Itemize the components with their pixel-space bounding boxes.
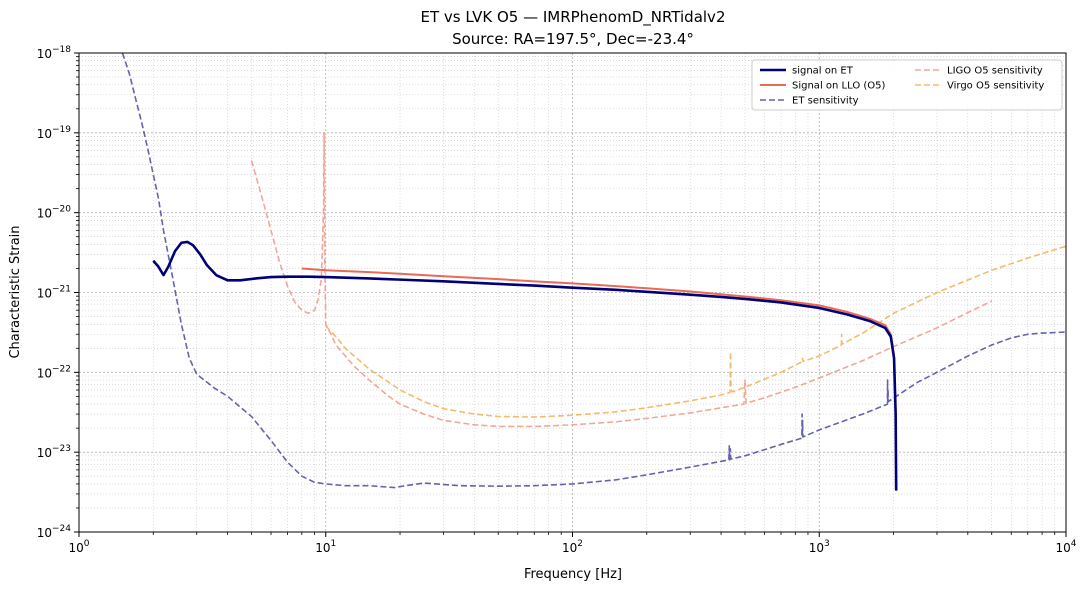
y-tick-base: 10	[37, 127, 52, 141]
x-tick-base: 10	[1055, 541, 1070, 555]
y-tick-exp: −24	[52, 524, 71, 534]
y-tick-exp: −22	[52, 364, 71, 374]
x-axis-label: Frequency [Hz]	[524, 567, 622, 582]
x-tick-base: 10	[809, 541, 824, 555]
y-tick-exp: −21	[52, 285, 71, 295]
x-tick-label: 101	[315, 539, 336, 555]
series-line-ligo-o5-sensitivity	[250, 132, 993, 428]
legend: signal on ET Signal on LLO (O5) ET sensiti…	[751, 59, 1063, 111]
y-tick-label: 10−21	[37, 285, 71, 301]
y-tick-exp: −23	[52, 444, 71, 454]
x-tick-exp: 4	[1071, 539, 1077, 549]
y-tick-base: 10	[37, 366, 52, 380]
series-line-virgo-o5-sensitivity	[325, 245, 1066, 418]
y-tick-exp: −18	[52, 45, 71, 55]
series-layer	[121, 53, 1066, 491]
x-axis-ticks: 100 101 102 103 104	[68, 532, 1077, 555]
series-line-et-sensitivity	[121, 53, 1066, 489]
y-tick-label: 10−19	[37, 125, 72, 141]
x-tick-exp: 1	[331, 539, 337, 549]
y-tick-exp: −19	[52, 125, 71, 135]
series-line-signal-on-llo-o5	[301, 267, 898, 489]
legend-item: ET sensitivity	[760, 96, 859, 107]
y-tick-base: 10	[37, 287, 52, 301]
legend-box	[751, 59, 1063, 111]
y-tick-label: 10−20	[37, 205, 72, 221]
y-tick-base: 10	[37, 47, 52, 61]
legend-label: LIGO O5 sensitivity	[947, 66, 1043, 77]
y-tick-base: 10	[37, 526, 52, 540]
chart-subtitle: Source: RA=197.5°, Dec=-23.4°	[452, 30, 694, 48]
grid-major	[78, 52, 1067, 533]
y-tick-label: 10−23	[37, 444, 71, 460]
y-axis-label: Characteristic Strain	[8, 225, 23, 358]
x-tick-base: 10	[315, 541, 330, 555]
x-tick-exp: 0	[84, 539, 90, 549]
x-tick-exp: 3	[824, 539, 830, 549]
legend-item: Virgo O5 sensitivity	[915, 81, 1044, 92]
x-tick-label: 100	[68, 539, 89, 555]
x-tick-base: 10	[562, 541, 577, 555]
y-tick-label: 10−22	[37, 364, 71, 380]
series-line-signal-on-et	[152, 240, 898, 491]
legend-item: signal on ET	[760, 66, 854, 77]
x-tick-label: 103	[809, 539, 830, 555]
legend-label: Signal on LLO (O5)	[792, 81, 886, 92]
y-tick-base: 10	[37, 446, 52, 460]
legend-item: LIGO O5 sensitivity	[915, 66, 1043, 77]
legend-label: signal on ET	[792, 66, 854, 77]
x-tick-base: 10	[68, 541, 83, 555]
legend-item: Signal on LLO (O5)	[760, 81, 886, 92]
x-tick-exp: 2	[577, 539, 583, 549]
x-tick-label: 102	[562, 539, 583, 555]
y-tick-exp: −20	[52, 205, 71, 215]
y-tick-label: 10−24	[37, 524, 72, 540]
chart-title: ET vs LVK O5 — IMRPhenomD_NRTidalv2	[421, 8, 726, 27]
y-tick-base: 10	[37, 207, 52, 221]
legend-label: ET sensitivity	[792, 96, 859, 107]
x-tick-label: 104	[1055, 539, 1076, 555]
y-tick-label: 10−18	[37, 45, 72, 61]
legend-label: Virgo O5 sensitivity	[947, 81, 1044, 92]
